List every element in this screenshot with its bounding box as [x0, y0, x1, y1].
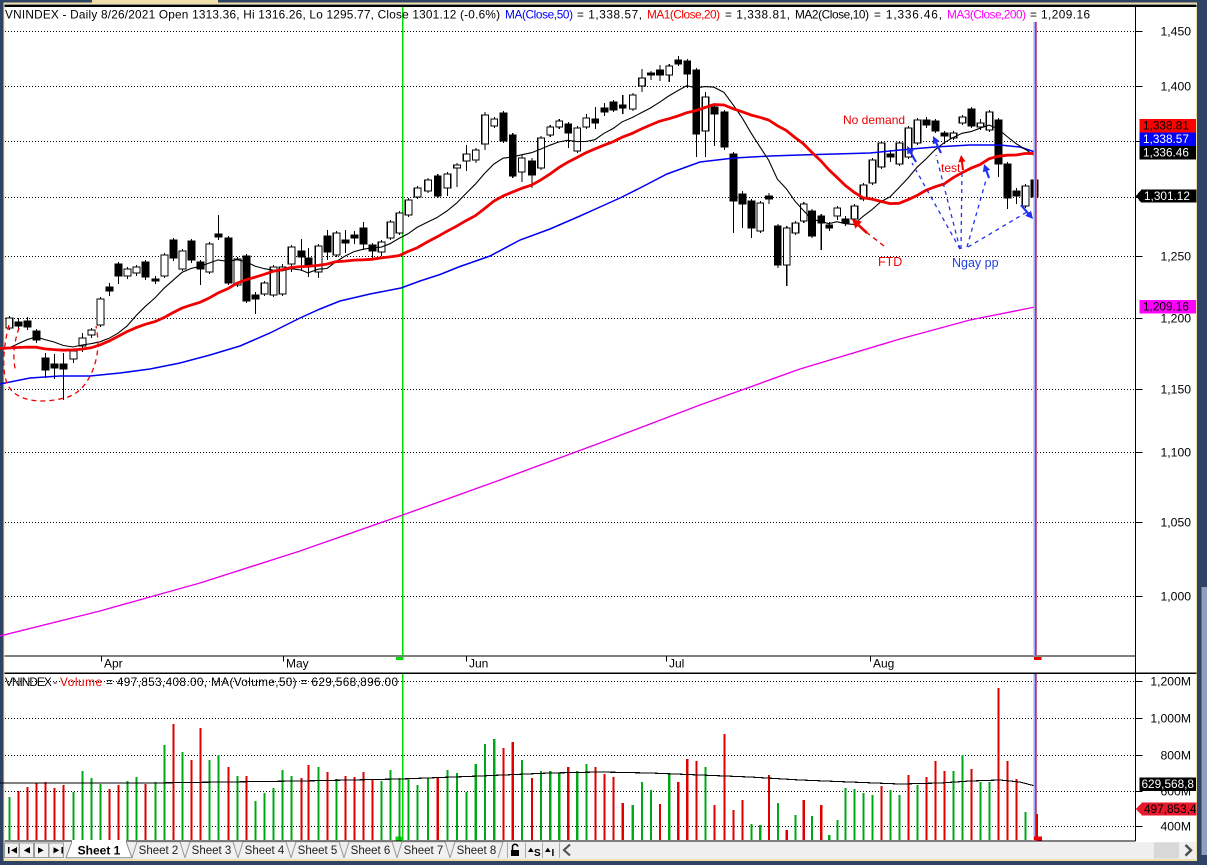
svg-text:Jul: Jul	[669, 657, 684, 671]
svg-text:Sheet 6: Sheet 6	[351, 845, 391, 857]
svg-text:1,000M: 1,000M	[1150, 711, 1191, 725]
svg-text:MA2(Close,10): MA2(Close,10)	[795, 8, 869, 22]
svg-text:= 1,209.16: = 1,209.16	[1030, 8, 1090, 22]
svg-text:Sheet 1: Sheet 1	[78, 844, 121, 858]
svg-text:1,338.57: 1,338.57	[1143, 132, 1189, 146]
svg-text:1,200: 1,200	[1161, 311, 1192, 325]
svg-text:1,338.81: 1,338.81	[1143, 119, 1189, 133]
svg-text:Apr: Apr	[104, 657, 123, 671]
svg-text:1,400: 1,400	[1161, 79, 1192, 93]
svg-text:Jun: Jun	[469, 657, 488, 671]
svg-text:1,336.46: 1,336.46	[1143, 146, 1189, 160]
svg-text:Sheet 3: Sheet 3	[192, 845, 232, 857]
svg-text:test: test	[941, 161, 961, 175]
svg-text:Sheet 7: Sheet 7	[404, 845, 444, 857]
svg-text:Volume: Volume	[60, 675, 102, 689]
svg-text:MA(Close,50): MA(Close,50)	[505, 8, 573, 22]
svg-text:1,200M: 1,200M	[1150, 674, 1191, 688]
svg-text:1,150: 1,150	[1161, 382, 1192, 396]
svg-text:Ngay pp: Ngay pp	[952, 256, 999, 270]
svg-text:= 1,338.57,: = 1,338.57,	[577, 8, 642, 22]
svg-text:800M: 800M	[1161, 748, 1192, 762]
svg-text:Aug: Aug	[873, 657, 894, 671]
svg-text:1,050: 1,050	[1161, 515, 1192, 529]
svg-text:1,450: 1,450	[1161, 24, 1192, 38]
svg-text:MA1(Close,20): MA1(Close,20)	[647, 8, 720, 22]
svg-text:1,301.12: 1,301.12	[1144, 189, 1190, 203]
svg-text:VNINDEX - Daily 8/26/2021 Open: VNINDEX - Daily 8/26/2021 Open 1313.36, …	[5, 8, 500, 22]
svg-text:1,209.16: 1,209.16	[1143, 300, 1189, 314]
svg-text:Sheet 8: Sheet 8	[457, 845, 497, 857]
svg-text:Sheet 5: Sheet 5	[298, 845, 338, 857]
svg-text:May: May	[286, 657, 309, 671]
svg-text:1,000: 1,000	[1161, 589, 1192, 603]
svg-text:1,250: 1,250	[1161, 249, 1192, 263]
svg-text:FTD: FTD	[878, 255, 902, 269]
svg-text:No demand: No demand	[843, 113, 905, 127]
svg-text:I: I	[552, 848, 555, 859]
svg-text:Sheet 4: Sheet 4	[245, 845, 285, 857]
svg-text:= 1,338.81,: = 1,338.81,	[725, 8, 790, 22]
svg-text:VNINDEX -: VNINDEX -	[5, 675, 57, 689]
svg-text:= 1,336.46,: = 1,336.46,	[874, 8, 942, 22]
svg-text:= 497,853,408.00, MA(Volume,50: = 497,853,408.00, MA(Volume,50) = 629,56…	[106, 675, 398, 689]
svg-text:497,853,4: 497,853,4	[1144, 802, 1197, 816]
svg-text:1,100: 1,100	[1161, 445, 1192, 459]
svg-text:Sheet 2: Sheet 2	[139, 845, 179, 857]
svg-text:400M: 400M	[1161, 819, 1192, 833]
svg-text:MA3(Close,200): MA3(Close,200)	[947, 8, 1026, 22]
svg-text:629,568,8: 629,568,8	[1142, 777, 1195, 791]
svg-text:S: S	[534, 848, 541, 859]
